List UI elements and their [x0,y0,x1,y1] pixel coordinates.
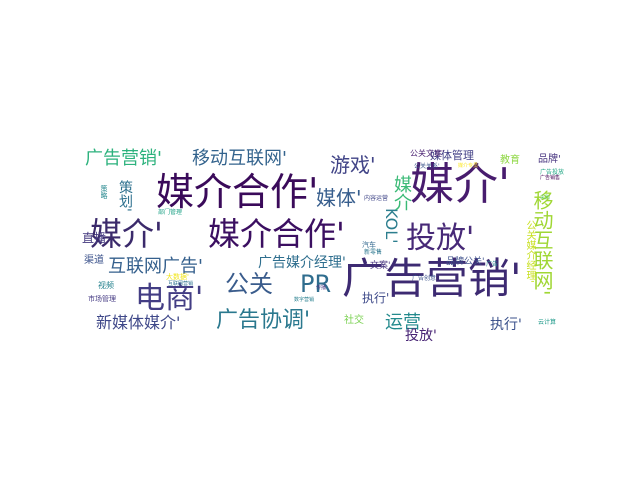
word-22: 执行' [490,317,522,333]
word-46: 策略 [100,185,108,199]
word-5: 电商' [135,281,204,316]
word-25: 社交 [344,315,364,326]
word-18: 新媒体媒介' [96,313,181,332]
word-31: 直播 [82,231,107,245]
word-2: 媒介' [90,215,163,253]
word-3: 媒介合作' [208,215,345,253]
word-29: 公关文案' [410,149,445,158]
word-15: 媒介 [391,175,412,211]
word-42: 公关关系' [414,163,440,170]
word-34: 品牌公关' [446,257,485,267]
word-53: 媒介专员 [458,163,479,169]
word-16: 互联网广告' [108,256,203,277]
word-36: 市场管理 [88,295,116,303]
word-35: 汽车 [362,241,376,249]
word-51: 数字营销 [294,297,315,303]
word-48: 内容运营 [364,195,389,202]
word-23: 策划' [117,180,133,212]
word-13: 媒体' [316,186,362,210]
word-49: 互联网营销 [168,281,194,287]
word-37: 视频 [98,281,114,290]
word-11: 移动互联网' [192,148,287,169]
word-39: 新零售 [364,249,383,256]
word-26: 品牌' [538,154,561,165]
word-40: 广告创意 [412,275,437,282]
word-4: 广告营销' [342,254,522,303]
word-10: 广告营销' [85,148,162,169]
word-8: 公关 [225,270,273,298]
word-32: 渠道 [84,255,104,266]
word-1: 媒介合作' [156,170,319,214]
word-41: 广告投放 [540,169,565,176]
word-24: 执行' [362,291,390,305]
word-28: 教育 [500,155,520,166]
word-21: 投放' [405,328,437,344]
word-20: 运营 [385,312,421,333]
word-38: 大数据' [166,273,189,281]
word-19: 广告媒介经理' [258,255,346,271]
word-43: 广告 [486,261,499,268]
word-6: 移动互联网' [530,190,554,296]
word-45: 云计算 [538,319,557,326]
word-33: 文案' [370,261,391,271]
word-9: PR [300,270,332,298]
word-30: 公关媒介经理' [524,220,535,283]
word-52: 传播 [316,285,327,291]
word-0: 媒介' [410,159,511,210]
word-47: 部门管理 [158,209,183,216]
word-14: KOL' [382,208,401,244]
word-44: 广告销售 [540,175,561,181]
word-50: 采购 [540,195,551,201]
word-12: 游戏' [330,153,376,177]
word-27: 媒体管理 [430,149,474,162]
word-7: 投放' [406,221,475,256]
word-17: 广告协调' [216,308,311,333]
